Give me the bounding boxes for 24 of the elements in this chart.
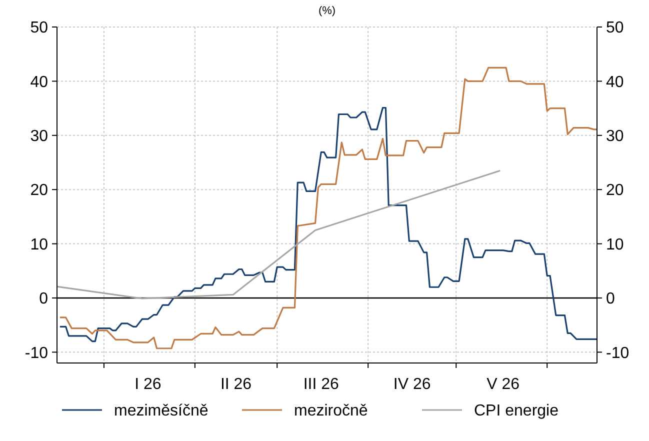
line-series xyxy=(56,170,501,300)
y-tick-label: 20 xyxy=(30,182,48,200)
y2-tick-label: 50 xyxy=(606,20,624,37)
legend-label: meziročně xyxy=(294,402,368,420)
y-tick-label: 50 xyxy=(30,20,48,37)
y-tick-label: 10 xyxy=(30,236,48,254)
x-tick-label: V 26 xyxy=(486,376,520,393)
legend-label: CPI energie xyxy=(474,402,559,420)
y-tick-label: 0 xyxy=(39,290,48,308)
y2-tick-label: 20 xyxy=(606,182,624,200)
legend-label: meziměsíčně xyxy=(114,402,208,420)
y2-tick-label: 10 xyxy=(606,236,624,254)
y2-tick-label: 30 xyxy=(606,128,624,145)
y-tick-label: -10 xyxy=(24,344,48,362)
y2-tick-label: 40 xyxy=(606,74,624,91)
x-tick-label: III 26 xyxy=(303,376,340,393)
chart-title: (%) xyxy=(318,5,336,17)
x-tick-label: II 26 xyxy=(220,376,252,393)
y-tick-label: 40 xyxy=(30,74,48,91)
x-tick-label: IV 26 xyxy=(393,376,431,393)
y-tick-label: 30 xyxy=(30,128,48,145)
x-tick-label: I 26 xyxy=(134,376,162,393)
y2-tick-label: -10 xyxy=(606,344,630,362)
y2-tick-label: 0 xyxy=(606,290,615,308)
